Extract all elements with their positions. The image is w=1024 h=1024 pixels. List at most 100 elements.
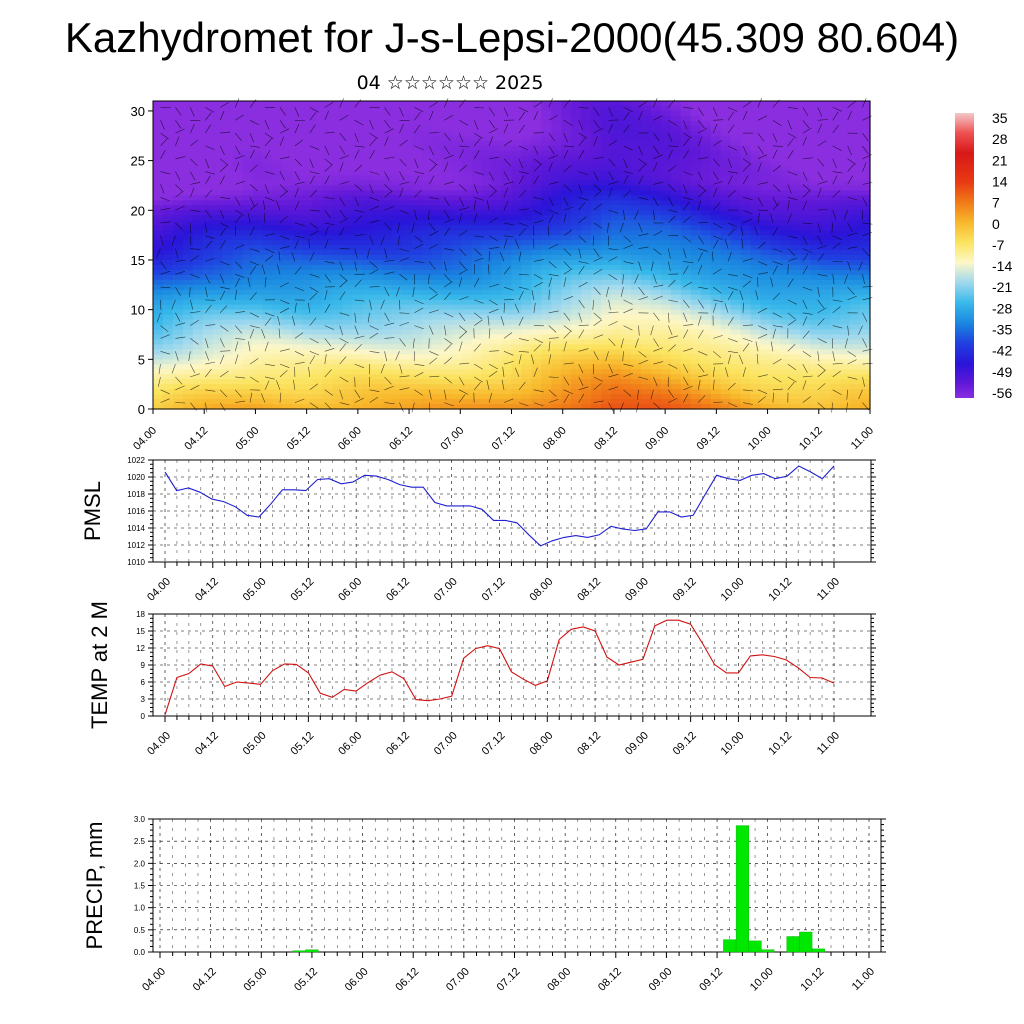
heatmap-cell xyxy=(810,125,821,132)
heatmap-cell xyxy=(382,150,393,157)
heatmap-cell xyxy=(591,394,602,400)
heatmap-cell xyxy=(720,309,732,316)
heatmap-cell xyxy=(411,289,423,296)
heatmap-cell xyxy=(670,324,682,331)
heatmap-cell xyxy=(501,369,513,375)
heatmap-cell xyxy=(810,329,821,336)
heatmap-cell xyxy=(710,369,722,375)
heatmap-cell xyxy=(571,374,582,380)
heatmap-cell xyxy=(780,150,791,157)
heatmap-cell xyxy=(660,155,672,162)
heatmap-cell xyxy=(302,220,313,226)
heatmap-cell xyxy=(192,324,204,331)
heatmap-cell xyxy=(551,379,562,385)
heatmap-cell xyxy=(700,394,712,400)
heatmap-cell xyxy=(431,379,443,385)
heatmap-cell xyxy=(621,294,632,301)
heatmap-cell xyxy=(690,384,702,390)
wind-barb xyxy=(324,348,335,352)
heatmap-cell xyxy=(342,145,353,152)
heatmap-cell xyxy=(810,349,821,355)
heatmap-cell xyxy=(302,279,313,286)
wind-barb xyxy=(384,248,388,259)
heatmap-cell xyxy=(531,175,542,182)
heatmap-cell xyxy=(411,319,423,326)
heatmap-cell xyxy=(302,319,313,326)
heatmap-cell xyxy=(860,170,871,177)
heatmap-cell xyxy=(481,314,493,321)
heatmap-cell xyxy=(780,334,791,341)
heatmap-cell xyxy=(521,225,533,231)
heatmap-cell xyxy=(451,399,463,405)
heatmap-cell xyxy=(541,180,552,187)
heatmap-cell xyxy=(680,364,692,370)
heatmap-cell xyxy=(262,364,274,370)
heatmap-cell xyxy=(591,195,602,201)
heatmap-cell xyxy=(850,264,861,271)
heatmap-cell xyxy=(631,160,642,167)
heatmap-cell xyxy=(431,269,443,276)
heatmap-cell xyxy=(342,160,353,167)
heatmap-cell xyxy=(690,115,702,122)
heatmap-cell xyxy=(382,110,393,117)
heatmap-cell xyxy=(670,289,682,296)
heatmap-cell xyxy=(471,274,483,281)
wind-barb xyxy=(234,277,240,288)
heatmap-cell xyxy=(760,200,772,206)
heatmap-cell xyxy=(401,125,413,132)
heatmap-cell xyxy=(411,140,423,147)
heatmap-cell xyxy=(491,235,503,241)
heatmap-cell xyxy=(212,110,224,117)
heatmap-cell xyxy=(372,339,383,346)
heatmap-cell xyxy=(601,319,612,326)
heatmap-cell xyxy=(860,205,871,211)
heatmap-cell xyxy=(411,245,423,251)
heatmap-cell xyxy=(172,404,184,410)
heatmap-cell xyxy=(352,394,363,400)
heatmap-cell xyxy=(810,215,821,221)
heatmap-cell xyxy=(501,160,513,167)
heatmap-cell xyxy=(591,245,602,251)
heatmap-cell xyxy=(690,319,702,326)
heatmap-cell xyxy=(232,319,244,326)
heatmap-cell xyxy=(760,155,772,162)
heatmap-cell xyxy=(501,105,513,112)
heatmap-cell xyxy=(521,324,533,331)
heatmap-cell xyxy=(252,101,264,107)
wind-barb xyxy=(324,239,329,249)
heatmap-cell xyxy=(750,220,762,226)
heatmap-cell xyxy=(780,235,791,241)
heatmap-cell xyxy=(750,359,762,365)
heatmap-cell xyxy=(372,190,383,196)
heatmap-cell xyxy=(372,354,383,360)
heatmap-cell xyxy=(601,101,612,107)
heatmap-cell xyxy=(511,294,523,301)
heatmap-cell xyxy=(332,259,343,266)
heatmap-cell xyxy=(481,175,493,182)
heatmap-cell xyxy=(153,394,164,400)
heatmap-cell xyxy=(830,160,841,167)
heatmap-cell xyxy=(780,389,791,395)
heatmap-cell xyxy=(242,284,254,291)
heatmap-cell xyxy=(421,185,433,192)
heatmap-cell xyxy=(392,250,403,256)
heatmap-cell xyxy=(392,145,403,152)
heatmap-cell xyxy=(840,140,851,147)
heatmap-cell xyxy=(153,384,164,390)
wind-barb xyxy=(220,350,231,352)
heatmap-cell xyxy=(780,324,791,331)
heatmap-cell xyxy=(521,125,533,132)
heatmap-cell xyxy=(312,324,323,331)
heatmap-cell xyxy=(680,145,692,152)
heatmap-cell xyxy=(372,259,383,266)
heatmap-cell xyxy=(312,334,323,341)
heatmap-cell xyxy=(302,294,313,301)
heatmap-cell xyxy=(690,304,702,311)
heatmap-cell xyxy=(640,215,652,221)
heatmap-cell xyxy=(312,175,323,182)
heatmap-cell xyxy=(790,349,801,355)
heatmap-cell xyxy=(820,354,831,360)
heatmap-cell xyxy=(362,389,373,395)
heatmap-cell xyxy=(740,245,752,251)
heatmap-cell xyxy=(242,115,254,122)
